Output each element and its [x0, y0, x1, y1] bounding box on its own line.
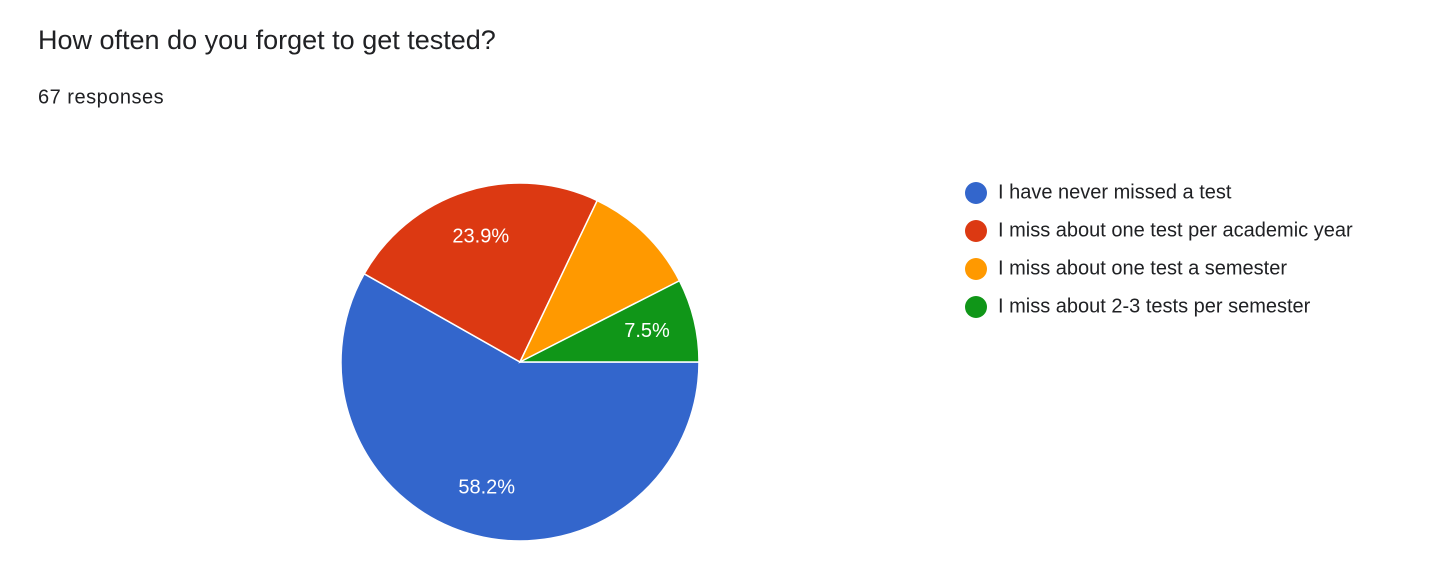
- chart-title: How often do you forget to get tested?: [38, 25, 496, 55]
- data-label: 7.5%: [624, 320, 670, 342]
- pie-slice: [518, 199, 681, 364]
- legend-swatch: [965, 220, 987, 242]
- data-label: 58.2%: [458, 477, 515, 499]
- pie-slice: [340, 272, 700, 542]
- legend-swatch: [965, 296, 987, 318]
- legend-label: I have never missed a test: [998, 181, 1232, 203]
- legend-swatch: [965, 182, 987, 204]
- legend-label: I miss about 2-3 tests per semester: [998, 295, 1311, 317]
- pie-slice: [519, 279, 700, 363]
- legend-label: I miss about one test per academic year: [998, 219, 1353, 241]
- pie-slice: [363, 182, 599, 364]
- chart-subtitle: 67 responses: [38, 86, 164, 108]
- legend-label: I miss about one test a semester: [998, 257, 1287, 279]
- legend-swatch: [965, 258, 987, 280]
- data-label: 23.9%: [452, 226, 509, 248]
